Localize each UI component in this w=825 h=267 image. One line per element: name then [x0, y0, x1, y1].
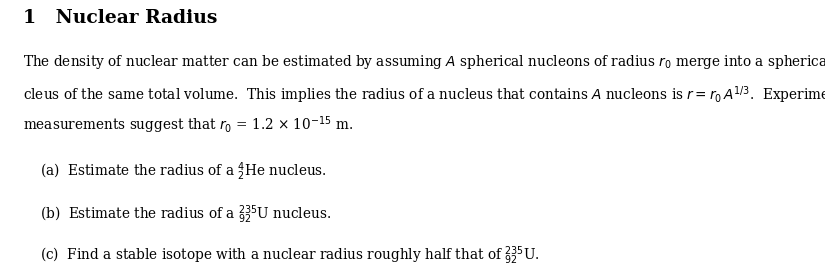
Text: (b)  Estimate the radius of a $^{235}_{92}$U nucleus.: (b) Estimate the radius of a $^{235}_{92… [40, 203, 331, 226]
Text: (a)  Estimate the radius of a $^{4}_{2}$He nucleus.: (a) Estimate the radius of a $^{4}_{2}$H… [40, 160, 327, 183]
Text: measurements suggest that $r_0$ = 1.2 × 10$^{-15}$ m.: measurements suggest that $r_0$ = 1.2 × … [23, 115, 353, 136]
Text: 1   Nuclear Radius: 1 Nuclear Radius [23, 9, 218, 27]
Text: cleus of the same total volume.  This implies the radius of a nucleus that conta: cleus of the same total volume. This imp… [23, 84, 825, 106]
Text: The density of nuclear matter can be estimated by assuming $A$ spherical nucleon: The density of nuclear matter can be est… [23, 53, 825, 71]
Text: (c)  Find a stable isotope with a nuclear radius roughly half that of $^{235}_{9: (c) Find a stable isotope with a nuclear… [40, 244, 540, 267]
